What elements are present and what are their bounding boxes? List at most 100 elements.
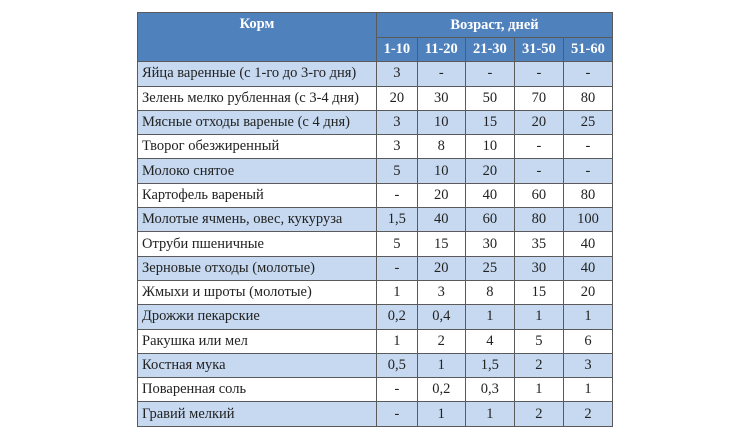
value-cell: -	[513, 61, 564, 87]
feed-name-cell: Поваренная соль	[137, 377, 377, 403]
value-cell: 35	[513, 231, 564, 257]
value-cell: 25	[464, 255, 515, 281]
feed-name-cell: Отруби пшеничные	[137, 231, 377, 257]
header-range: 31-50	[513, 36, 564, 63]
value-cell: 1	[416, 352, 466, 379]
value-cell: -	[416, 61, 466, 87]
value-cell: 2	[513, 352, 564, 379]
value-cell: 60	[464, 207, 515, 233]
value-cell: 100	[562, 207, 614, 233]
value-cell: 20	[416, 182, 466, 209]
feed-table: Корм Возраст, дней 1-10 11-20 21-30 31-50 51…	[137, 11, 614, 427]
value-cell: 0,4	[416, 304, 466, 330]
header-age: Возраст, дней	[376, 12, 613, 38]
value-cell: -	[376, 182, 418, 209]
feed-name-cell: Дрожжи пекарские	[137, 304, 377, 330]
table-row: Зерновые отходы (молотые) -20 25 30 40	[137, 255, 614, 281]
value-cell: 30	[513, 255, 564, 281]
value-cell: -	[376, 401, 418, 427]
header-feed: Корм	[137, 11, 377, 63]
value-cell: 5	[513, 328, 564, 354]
value-cell: 80	[562, 182, 614, 209]
value-cell: 5	[376, 231, 418, 257]
value-cell: -	[562, 61, 614, 87]
value-cell: 20	[416, 255, 466, 281]
value-cell: 2	[513, 401, 564, 427]
value-cell: 1	[416, 401, 466, 427]
value-cell: 1,5	[464, 352, 515, 379]
value-cell: 1	[464, 401, 515, 427]
value-cell: 20	[513, 109, 564, 136]
value-cell: 40	[562, 255, 614, 281]
value-cell: 5	[376, 158, 418, 184]
value-cell: 2	[562, 401, 614, 427]
value-cell: -	[513, 158, 564, 184]
value-cell: -	[376, 255, 418, 281]
table-row: Поваренная соль -0,2 0,3 1 1	[137, 377, 614, 403]
value-cell: -	[464, 61, 515, 87]
value-cell: 8	[464, 279, 515, 306]
value-cell: 3	[376, 109, 418, 136]
table-row: Жмыхи и шроты (молотые) 1 3 8 15 20	[137, 279, 614, 306]
value-cell: 1	[376, 279, 418, 306]
header-range: 21-30	[464, 36, 515, 63]
value-cell: 0,2	[416, 377, 466, 403]
value-cell: 0,5	[376, 352, 418, 379]
feed-name-cell: Гравий мелкий	[137, 401, 377, 427]
feed-name-cell: Мясные отходы вареные (с 4 дня)	[137, 109, 377, 136]
value-cell: 1,5	[376, 207, 418, 233]
feed-name-cell: Молотые ячмень, овес, кукуруза	[137, 207, 377, 233]
value-cell: 25	[562, 109, 614, 136]
value-cell: 80	[513, 207, 564, 233]
value-cell: 1	[513, 304, 564, 330]
value-cell: -	[376, 377, 418, 403]
feed-name-cell: Яйца варенные (с 1-го до 3-го дня)	[137, 61, 377, 87]
value-cell: -	[562, 158, 614, 184]
value-cell: 1	[513, 377, 564, 403]
value-cell: 20	[464, 158, 515, 184]
header-range: 11-20	[416, 36, 466, 63]
value-cell: 8	[416, 134, 466, 160]
value-cell: 3	[416, 279, 466, 306]
value-cell: 30	[464, 231, 515, 257]
value-cell: 70	[513, 85, 564, 111]
table-row: Отруби пшеничные 5 15 30 35 40	[137, 231, 614, 257]
feed-name-cell: Картофель вареный	[137, 182, 377, 209]
table-row: Творог обезжиренный 3 8 10- -	[137, 134, 614, 160]
value-cell: 3	[562, 352, 614, 379]
value-cell: 4	[464, 328, 515, 354]
feed-name-cell: Жмыхи и шроты (молотые)	[137, 279, 377, 306]
feed-name-cell: Молоко снятое	[137, 158, 377, 184]
value-cell: 80	[562, 85, 614, 111]
table-row: Яйца варенные (с 1-го до 3-го дня) 3- - - -	[137, 61, 614, 87]
value-cell: 40	[562, 231, 614, 257]
value-cell: 15	[513, 279, 564, 306]
value-cell: -	[513, 134, 564, 160]
value-cell: 10	[416, 109, 466, 136]
value-cell: 0,2	[376, 304, 418, 330]
value-cell: 15	[464, 109, 515, 136]
value-cell: 15	[416, 231, 466, 257]
table-row: Молотые ячмень, овес, кукуруза 1,5 40 60 80 1…	[137, 207, 614, 233]
table-row: Мясные отходы вареные (с 4 дня) 3 10 15 20 25	[137, 109, 614, 136]
table-row: Зелень мелко рубленная (с 3-4 дня) 20 30 50…	[137, 85, 614, 111]
value-cell: 2	[416, 328, 466, 354]
header-range: 51-60	[562, 36, 614, 63]
value-cell: 3	[376, 61, 418, 87]
value-cell: 40	[416, 207, 466, 233]
value-cell: 20	[376, 85, 418, 111]
value-cell: 50	[464, 85, 515, 111]
feed-name-cell: Ракушка или мел	[137, 328, 377, 354]
value-cell: 1	[376, 328, 418, 354]
value-cell: 40	[464, 182, 515, 209]
table-row: Ракушка или мел 1 2 4 5 6	[137, 328, 614, 354]
table-row: Картофель вареный -20 40 60 80	[137, 182, 614, 209]
header-range: 1-10	[376, 36, 418, 63]
value-cell: 10	[416, 158, 466, 184]
value-cell: 30	[416, 85, 466, 111]
value-cell: 1	[562, 377, 614, 403]
value-cell: 6	[562, 328, 614, 354]
table-row: Дрожжи пекарские 0,2 0,4 1 1 1	[137, 304, 614, 330]
table-row: Костная мука 0,5 1 1,5 2 3	[137, 352, 614, 379]
value-cell: 20	[562, 279, 614, 306]
